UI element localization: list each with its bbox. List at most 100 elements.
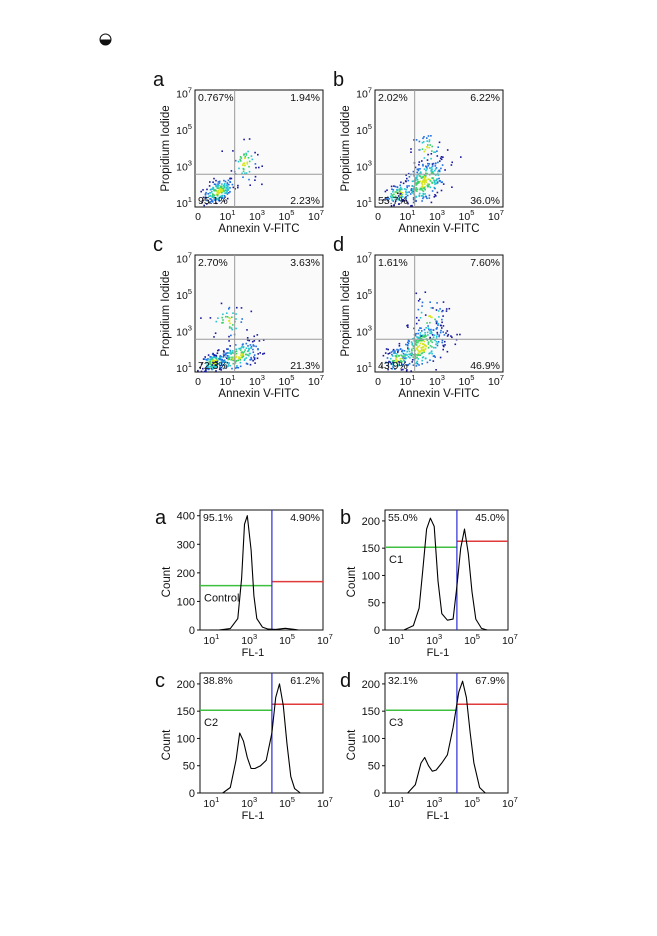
- density-point: [391, 363, 394, 366]
- density-point: [407, 339, 410, 341]
- density-point: [221, 322, 223, 324]
- density-point: [234, 159, 237, 162]
- density-point: [431, 352, 433, 355]
- density-point: [222, 356, 224, 358]
- x-tick-label: 101: [388, 795, 404, 810]
- density-point: [246, 161, 249, 164]
- density-point: [446, 149, 449, 151]
- density-point: [435, 195, 437, 197]
- density-point: [253, 345, 255, 347]
- density-point: [415, 292, 418, 295]
- density-point: [422, 163, 424, 166]
- density-point: [427, 184, 429, 186]
- density-point: [414, 355, 417, 358]
- density-point: [211, 195, 214, 197]
- density-point: [416, 188, 419, 190]
- density-point: [208, 195, 210, 198]
- x-tick-label-exp: 5: [291, 795, 295, 804]
- density-point: [439, 157, 442, 160]
- x-tick-label-exp: 7: [514, 795, 518, 804]
- density-point: [415, 183, 418, 185]
- density-point: [253, 357, 256, 359]
- density-point: [231, 356, 233, 359]
- density-point: [421, 346, 424, 348]
- density-point: [213, 194, 216, 196]
- density-point: [426, 137, 428, 139]
- density-point: [415, 316, 418, 319]
- density-point: [446, 335, 449, 337]
- density-point: [422, 346, 425, 348]
- density-point: [426, 361, 429, 364]
- density-point: [214, 354, 216, 356]
- density-point: [409, 357, 411, 359]
- y-tick-label: 100: [177, 733, 195, 745]
- y-tick-label-base: 10: [176, 125, 188, 137]
- density-point: [418, 163, 420, 166]
- density-point: [430, 340, 432, 342]
- density-point: [450, 335, 452, 337]
- density-point: [257, 153, 259, 156]
- density-point: [432, 177, 434, 179]
- density-point: [390, 204, 393, 207]
- density-point: [211, 353, 214, 356]
- density-point: [423, 336, 426, 338]
- density-point: [424, 291, 427, 293]
- density-point: [394, 191, 397, 193]
- density-point: [429, 337, 431, 340]
- density-point: [435, 322, 438, 325]
- density-point: [429, 316, 432, 318]
- density-point: [207, 359, 209, 361]
- density-point: [253, 354, 256, 356]
- y-tick-label: 101: [356, 195, 372, 210]
- density-point: [418, 195, 421, 198]
- x-tick-label-exp: 5: [291, 632, 295, 641]
- density-point: [421, 339, 424, 342]
- density-point: [414, 343, 417, 345]
- density-point: [229, 345, 231, 347]
- density-point: [207, 366, 210, 368]
- density-point: [211, 366, 213, 368]
- density-point: [393, 352, 395, 354]
- y-tick-label-exp: 3: [188, 324, 192, 333]
- panel-letter: a: [155, 507, 167, 529]
- density-point: [400, 195, 402, 198]
- y-tick-label: 150: [362, 706, 380, 718]
- density-point: [209, 195, 212, 197]
- density-point: [419, 342, 422, 345]
- density-point: [415, 322, 418, 325]
- density-point: [232, 324, 234, 326]
- density-point: [236, 365, 238, 367]
- density-point: [403, 350, 406, 352]
- density-point: [219, 191, 222, 194]
- quadrant-upper-left: 1.61%: [378, 257, 408, 269]
- density-point: [214, 332, 217, 334]
- density-point: [435, 343, 437, 346]
- density-point: [228, 352, 230, 354]
- density-point: [240, 352, 243, 355]
- y-tick-label-base: 10: [176, 290, 188, 302]
- panel-letter: a: [153, 70, 165, 91]
- x-tick-label-base: 10: [400, 376, 412, 388]
- density-point: [240, 307, 243, 309]
- x-tick-label: 107: [488, 208, 504, 223]
- density-point: [249, 184, 251, 186]
- density-point: [223, 186, 226, 189]
- density-point: [228, 327, 231, 329]
- density-point: [424, 188, 426, 191]
- density-point: [454, 343, 457, 346]
- density-point: [222, 350, 225, 352]
- density-point: [225, 361, 227, 364]
- density-point: [213, 336, 215, 338]
- y-axis-label: Propidium Iodide: [160, 105, 172, 191]
- density-point: [207, 368, 210, 371]
- density-point: [224, 182, 226, 185]
- density-point: [228, 326, 231, 328]
- density-point: [433, 181, 436, 184]
- density-point: [254, 179, 256, 181]
- density-point: [430, 153, 433, 155]
- x-tick-label-base: 10: [317, 635, 329, 647]
- density-point: [215, 356, 218, 358]
- density-point: [220, 355, 222, 358]
- density-point: [424, 183, 426, 185]
